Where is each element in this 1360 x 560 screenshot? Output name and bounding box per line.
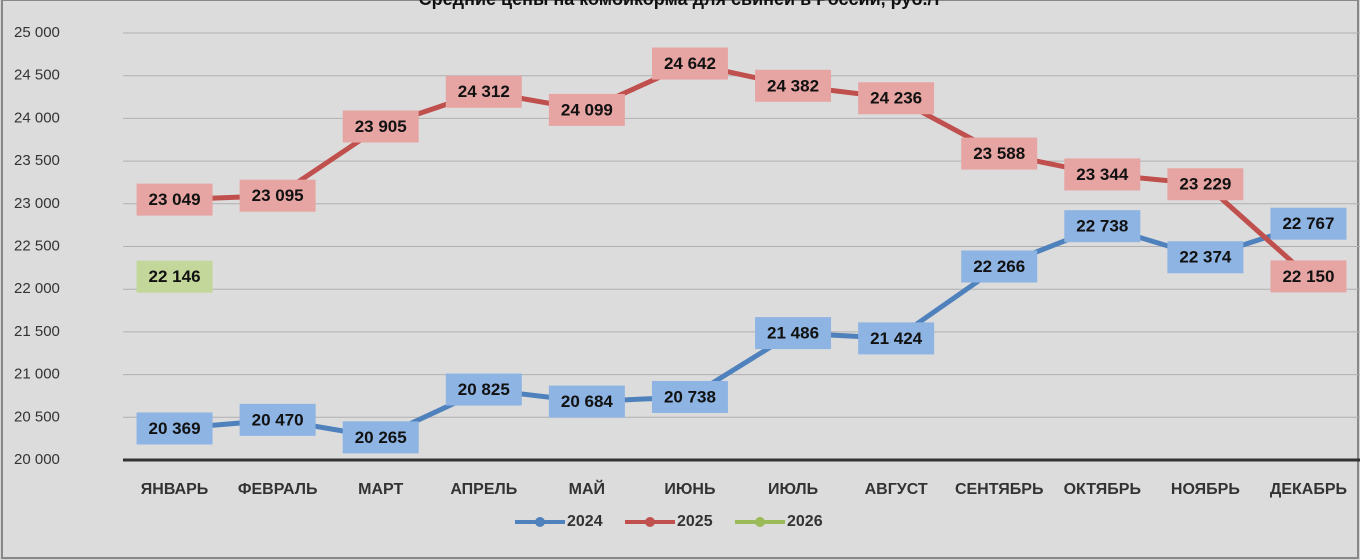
data-label: 22 767 — [1282, 214, 1334, 233]
x-tick-label: ОКТЯБРЬ — [1064, 481, 1141, 498]
label-box — [239, 403, 316, 436]
label-box — [548, 93, 625, 126]
label-box — [1167, 241, 1244, 274]
data-label: 23 588 — [973, 144, 1025, 163]
data-label: 22 150 — [1282, 267, 1334, 286]
y-tick-label: 24 000 — [14, 109, 60, 126]
x-tick-label: ЯНВАРЬ — [141, 481, 209, 498]
data-label: 20 684 — [561, 392, 614, 411]
label-box — [548, 385, 625, 418]
data-label: 23 229 — [1179, 175, 1231, 194]
y-tick-label: 21 500 — [14, 323, 60, 340]
data-label: 22 374 — [1179, 248, 1232, 267]
data-label: 24 099 — [561, 100, 613, 119]
y-tick-label: 25 000 — [14, 24, 60, 41]
label-box — [961, 250, 1038, 283]
data-label: 20 369 — [149, 419, 201, 438]
label-box — [136, 260, 213, 293]
data-label: 20 470 — [252, 410, 304, 429]
label-box — [1064, 210, 1141, 243]
x-tick-label: ИЮЛЬ — [768, 481, 818, 498]
data-label: 22 738 — [1076, 217, 1128, 236]
label-box — [1167, 168, 1244, 201]
label-box — [858, 82, 935, 115]
data-label: 22 146 — [149, 267, 201, 286]
data-label: 21 486 — [767, 324, 819, 343]
data-label: 23 344 — [1076, 165, 1129, 184]
legend-marker — [755, 517, 765, 527]
label-box — [651, 47, 728, 80]
data-label: 23 905 — [355, 117, 407, 136]
x-tick-label: МАЙ — [569, 479, 605, 498]
data-label: 24 236 — [870, 89, 922, 108]
data-label: 20 825 — [458, 380, 510, 399]
label-box — [239, 179, 316, 212]
label-box — [961, 137, 1038, 170]
label-box — [342, 421, 419, 454]
chart-title: Средние цены на комбикорма для свиней в … — [419, 0, 942, 9]
x-tick-label: МАРТ — [358, 481, 403, 498]
data-label: 22 266 — [973, 257, 1025, 276]
y-tick-label: 24 500 — [14, 67, 60, 84]
label-box — [1270, 207, 1347, 240]
label-box — [342, 110, 419, 143]
label-box — [136, 183, 213, 216]
data-label: 24 312 — [458, 82, 510, 101]
y-tick-label: 23 500 — [14, 152, 60, 169]
legend-label: 2026 — [787, 513, 823, 530]
y-tick-label: 20 500 — [14, 408, 60, 425]
data-label: 24 382 — [767, 76, 819, 95]
y-tick-label: 22 500 — [14, 237, 60, 254]
data-label: 21 424 — [870, 329, 923, 348]
y-tick-label: 23 000 — [14, 195, 60, 212]
label-box — [1270, 260, 1347, 293]
x-tick-label: ДЕКАБРЬ — [1270, 481, 1347, 498]
data-label: 20 738 — [664, 387, 716, 406]
x-tick-label: ИЮНЬ — [664, 481, 715, 498]
x-tick-label: АВГУСТ — [865, 481, 928, 498]
label-box — [445, 75, 522, 108]
x-tick-label: НОЯБРЬ — [1171, 481, 1240, 498]
label-box — [755, 69, 832, 102]
label-box — [445, 373, 522, 406]
label-box — [858, 322, 935, 355]
y-tick-label: 22 000 — [14, 280, 60, 297]
y-tick-label: 20 000 — [14, 451, 60, 468]
label-box — [755, 317, 832, 350]
legend-label: 2025 — [677, 513, 713, 530]
label-box — [1064, 158, 1141, 191]
data-label: 23 095 — [252, 186, 304, 205]
legend-marker — [645, 517, 655, 527]
label-box — [651, 380, 728, 413]
legend-label: 2024 — [567, 513, 603, 530]
data-label: 20 265 — [355, 428, 407, 447]
legend-marker — [535, 517, 545, 527]
data-label: 23 049 — [149, 190, 201, 209]
x-tick-label: АПРЕЛЬ — [450, 481, 517, 498]
x-tick-label: ФЕВРАЛЬ — [238, 481, 318, 498]
y-tick-label: 21 000 — [14, 366, 60, 383]
data-label: 24 642 — [664, 54, 716, 73]
x-tick-label: СЕНТЯБРЬ — [955, 481, 1044, 498]
label-box — [136, 412, 213, 445]
